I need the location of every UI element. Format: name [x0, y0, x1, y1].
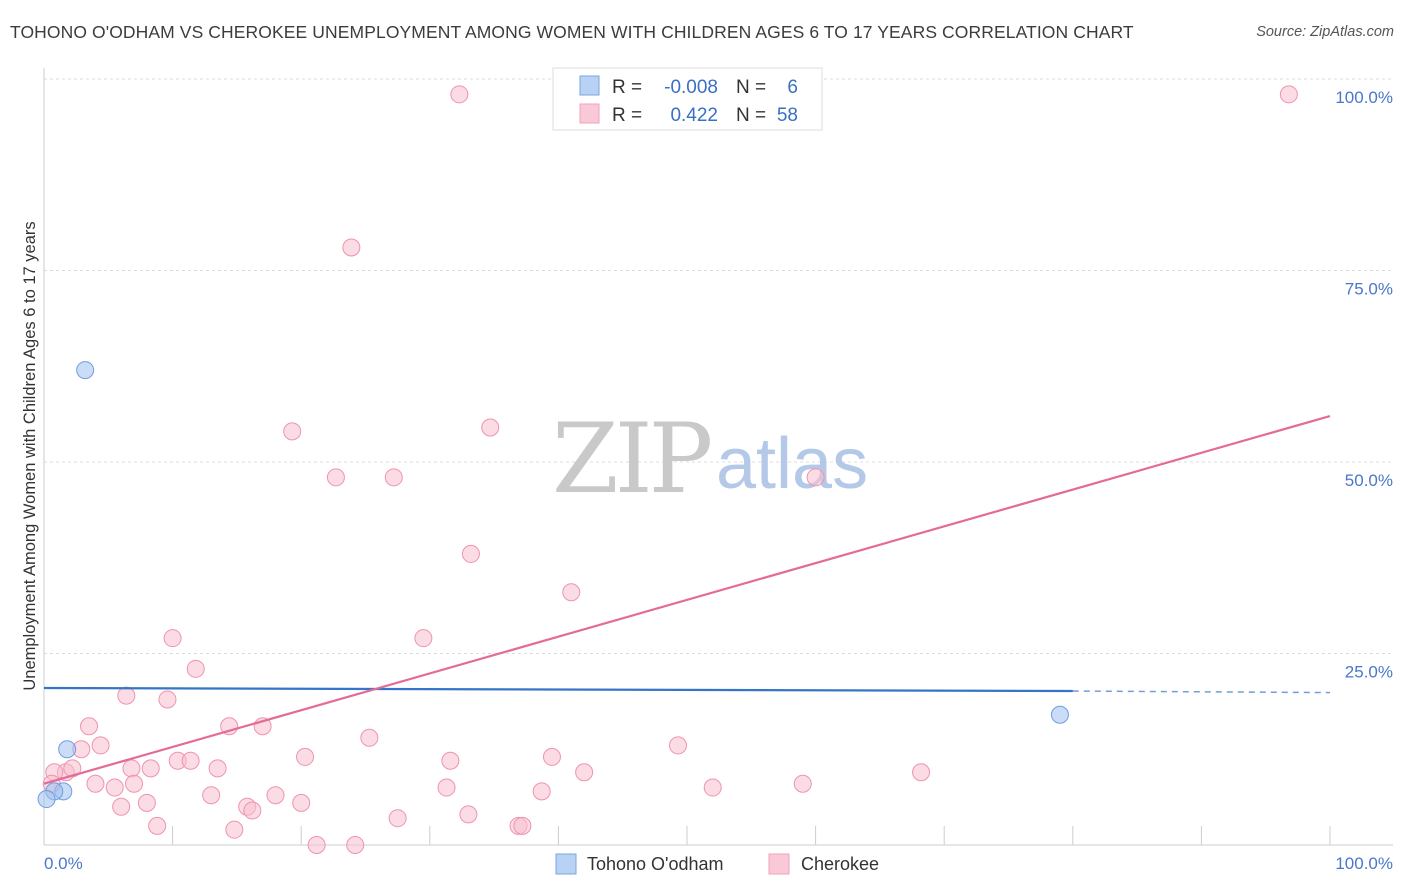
- cherokee-point: [1279, 85, 1298, 104]
- bottom-legend-label-cherokee: Cherokee: [801, 854, 879, 874]
- bottom-legend-swatch-cherokee: [768, 853, 790, 875]
- cherokee-point: [141, 759, 160, 778]
- legend-n-label-tohono: N =: [736, 77, 766, 98]
- cherokee-point: [112, 797, 131, 816]
- cherokee-point: [225, 820, 244, 839]
- cherokee-point: [703, 778, 722, 797]
- legend-r-label-cherokee: R =: [612, 105, 642, 126]
- cherokee-point: [437, 778, 456, 797]
- cherokee-point: [202, 786, 221, 805]
- y-tick-label: 50.0%: [1345, 471, 1393, 490]
- tohono-trend-line: [43, 686, 1073, 693]
- tohono-trend-extension: [1072, 690, 1331, 694]
- y-tick-label: 25.0%: [1345, 663, 1393, 682]
- tohono-point: [1050, 705, 1069, 724]
- legend: R = -0.008 N = 6 R = 0.422 N = 58: [552, 67, 823, 131]
- cherokee-point: [148, 816, 167, 835]
- x-tick-label: 100.0%: [1335, 854, 1393, 873]
- legend-n-label-cherokee: N =: [736, 105, 766, 126]
- cherokee-point: [542, 747, 561, 766]
- cherokee-point: [668, 736, 687, 755]
- y-tick-label: 75.0%: [1345, 280, 1393, 299]
- cherokee-point: [388, 809, 407, 828]
- y-tick-labels: 25.0% 50.0% 75.0% 100.0%: [1335, 88, 1393, 682]
- cherokee-point: [912, 763, 931, 782]
- bottom-legend: Tohono O'odham Cherokee: [555, 853, 879, 875]
- cherokee-point: [326, 468, 345, 487]
- y-tick-label: 100.0%: [1335, 88, 1393, 107]
- cherokee-point: [793, 774, 812, 793]
- cherokee-point: [137, 793, 156, 812]
- cherokee-point: [481, 418, 500, 437]
- legend-r-value-cherokee: 0.422: [670, 105, 718, 126]
- cherokee-point: [461, 544, 480, 563]
- x-tick-labels: 0.0% 100.0%: [44, 854, 1393, 873]
- legend-r-value-tohono: -0.008: [664, 77, 718, 98]
- cherokee-point: [296, 747, 315, 766]
- cherokee-point: [158, 690, 177, 709]
- cherokee-point: [125, 774, 144, 793]
- watermark-zip: ZIP: [552, 403, 711, 515]
- cherokee-point: [532, 782, 551, 801]
- x-tick-label: 0.0%: [44, 854, 83, 873]
- cherokee-trend-line: [43, 414, 1331, 785]
- trend-lines: [43, 414, 1331, 785]
- cherokee-point: [513, 816, 532, 835]
- tohono-point: [37, 790, 56, 809]
- chart-title: TOHONO O'ODHAM VS CHEROKEE UNEMPLOYMENT …: [10, 22, 1134, 42]
- cherokee-point: [283, 422, 302, 441]
- cherokee-point: [562, 583, 581, 602]
- cherokee-point: [122, 759, 141, 778]
- cherokee-point: [63, 759, 82, 778]
- tohono-point: [58, 740, 77, 759]
- cherokee-point: [384, 468, 403, 487]
- cherokee-point: [105, 778, 124, 797]
- cherokee-point: [575, 763, 594, 782]
- cherokee-point: [360, 728, 379, 747]
- cherokee-point: [414, 629, 433, 648]
- legend-n-value-cherokee: 58: [777, 105, 798, 126]
- source-credit: Source: ZipAtlas.com: [1256, 24, 1394, 40]
- legend-swatch-tohono: [579, 75, 600, 96]
- cherokee-point: [266, 786, 285, 805]
- cherokee-point: [117, 686, 136, 705]
- cherokee-point: [450, 85, 469, 104]
- cherokee-point: [292, 793, 311, 812]
- cherokee-point: [806, 468, 825, 487]
- bottom-legend-swatch-tohono: [555, 853, 577, 875]
- cherokee-point: [307, 836, 326, 854]
- gridlines: [44, 78, 1393, 654]
- cherokee-point: [91, 736, 110, 755]
- cherokee-point: [342, 238, 361, 257]
- axes: [43, 68, 1393, 846]
- legend-r-label-tohono: R =: [612, 77, 642, 98]
- cherokee-point: [163, 629, 182, 648]
- cherokee-point: [441, 751, 460, 770]
- legend-swatch-cherokee: [579, 103, 600, 124]
- cherokee-point: [186, 659, 205, 678]
- cherokee-point: [80, 717, 99, 736]
- watermark: ZIP atlas: [552, 403, 868, 515]
- bottom-legend-label-tohono: Tohono O'odham: [587, 854, 724, 874]
- watermark-atlas: atlas: [716, 424, 868, 504]
- cherokee-point: [243, 801, 262, 820]
- cherokee-point: [459, 805, 478, 824]
- cherokee-point: [346, 836, 365, 854]
- y-axis-label: Unemployment Among Women with Children A…: [21, 221, 39, 690]
- cherokee-point: [181, 751, 200, 770]
- cherokee-point: [86, 774, 105, 793]
- tohono-points: [37, 361, 1069, 809]
- tohono-point: [76, 361, 95, 380]
- cherokee-point: [208, 759, 227, 778]
- legend-n-value-tohono: 6: [787, 77, 798, 98]
